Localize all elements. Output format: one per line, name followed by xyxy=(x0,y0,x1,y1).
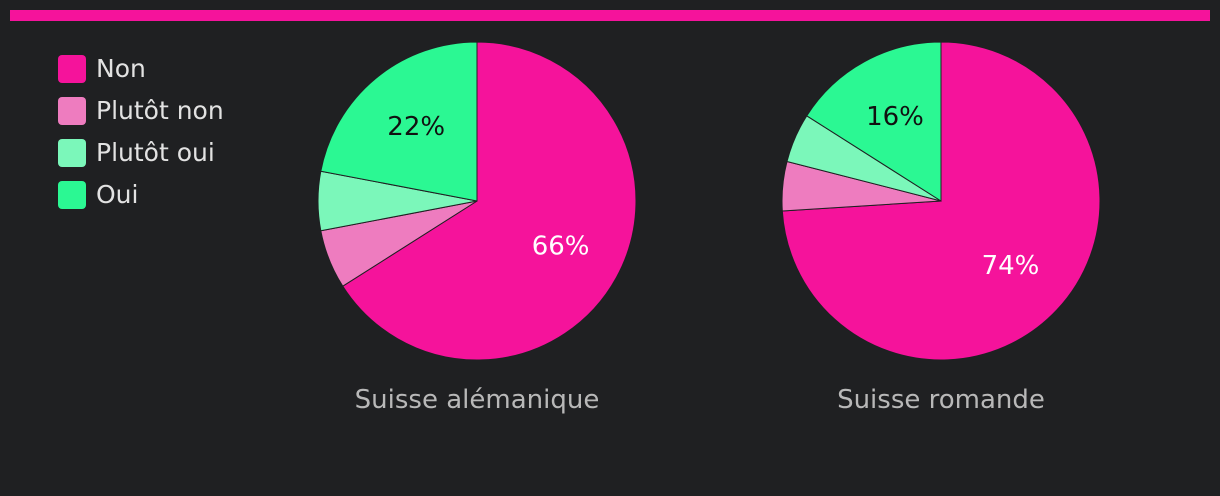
legend-item-non: Non xyxy=(58,55,224,83)
legend-label: Plutôt non xyxy=(96,96,224,125)
pie-chart-1: 66% 22% Suisse alémanique xyxy=(317,41,637,415)
data-label: 16% xyxy=(866,102,924,132)
legend-swatch-non xyxy=(58,55,86,83)
legend-label: Plutôt oui xyxy=(96,138,215,167)
chart-caption: Suisse alémanique xyxy=(355,385,600,415)
data-label: 74% xyxy=(982,251,1040,281)
pie-chart-2: 74% 16% Suisse romande xyxy=(781,41,1101,415)
legend-item-oui: Oui xyxy=(58,181,224,209)
legend-item-plutot-non: Plutôt non xyxy=(58,97,224,125)
legend-swatch-plutot-oui xyxy=(58,139,86,167)
pie-slice-non xyxy=(342,41,637,361)
legend-label: Non xyxy=(96,54,146,83)
legend-item-plutot-oui: Plutôt oui xyxy=(58,139,224,167)
chart-caption: Suisse romande xyxy=(837,385,1045,415)
pie-slice-oui xyxy=(806,41,942,202)
data-label: 66% xyxy=(532,232,590,262)
legend-swatch-plutot-non xyxy=(58,97,86,125)
data-label: 22% xyxy=(387,112,445,142)
accent-bar xyxy=(10,10,1210,21)
legend-label: Oui xyxy=(96,180,139,209)
pie-slice-oui xyxy=(320,41,478,202)
legend: Non Plutôt non Plutôt oui Oui xyxy=(58,55,224,223)
legend-swatch-oui xyxy=(58,181,86,209)
